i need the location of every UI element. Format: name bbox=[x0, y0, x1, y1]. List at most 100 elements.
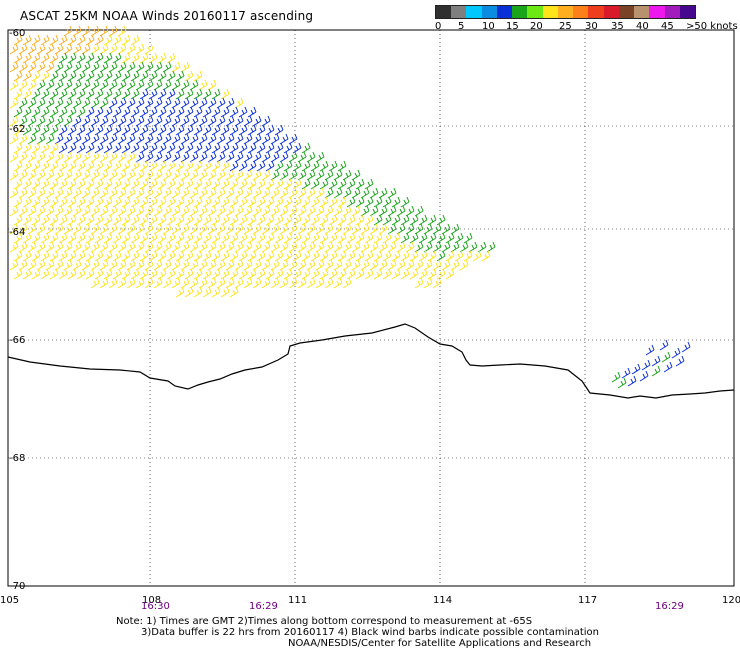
legend-swatch bbox=[588, 6, 604, 18]
wind-barb bbox=[90, 187, 100, 199]
wind-barb bbox=[265, 214, 275, 226]
wind-barb bbox=[108, 223, 118, 235]
map-frame bbox=[7, 29, 735, 587]
wind-barb bbox=[234, 151, 244, 163]
wind-barb bbox=[346, 196, 356, 208]
wind-barb bbox=[117, 79, 127, 91]
wind-barb bbox=[454, 250, 464, 262]
wind-barb bbox=[36, 205, 46, 217]
wind-barb bbox=[180, 205, 190, 217]
wind-barb bbox=[81, 205, 91, 217]
wind-barb bbox=[139, 70, 149, 82]
wind-barb bbox=[238, 124, 248, 136]
wind-barb bbox=[54, 115, 64, 127]
wind-barb bbox=[175, 232, 185, 244]
wind-barb bbox=[193, 250, 203, 262]
wind-barb bbox=[166, 88, 176, 100]
wind-barb bbox=[121, 142, 131, 154]
wind-barb bbox=[432, 223, 442, 235]
wind-barb bbox=[207, 223, 217, 235]
wind-barb bbox=[243, 115, 253, 127]
wind-barb bbox=[292, 232, 302, 244]
wind-barb bbox=[76, 52, 86, 64]
wind-barb bbox=[112, 214, 122, 226]
wind-barb bbox=[216, 205, 226, 217]
wind-barb bbox=[90, 61, 100, 73]
wind-barb bbox=[157, 196, 167, 208]
wind-barb bbox=[99, 79, 109, 91]
wind-barb bbox=[94, 232, 104, 244]
wind-barb bbox=[324, 205, 334, 217]
wind-barb bbox=[162, 97, 172, 109]
wind-barb bbox=[342, 277, 352, 289]
wind-barb bbox=[247, 106, 257, 118]
wind-barb bbox=[202, 178, 212, 190]
wind-barb bbox=[148, 142, 158, 154]
wind-barb bbox=[463, 232, 473, 244]
wind-barb bbox=[108, 133, 118, 145]
wind-barb bbox=[216, 97, 226, 109]
legend-label: 15 bbox=[506, 21, 519, 32]
legend-swatch bbox=[679, 6, 695, 18]
wind-barb bbox=[324, 259, 334, 271]
wind-barb bbox=[297, 277, 307, 289]
wind-barb bbox=[180, 277, 190, 289]
legend-swatch bbox=[527, 6, 543, 18]
wind-barb bbox=[63, 43, 73, 55]
wind-barb bbox=[279, 187, 289, 199]
wind-barb bbox=[432, 277, 442, 289]
wind-barb bbox=[103, 250, 113, 262]
wind-barb bbox=[324, 169, 334, 181]
wind-barb bbox=[301, 268, 311, 280]
wind-barb bbox=[144, 151, 154, 163]
wind-barb bbox=[13, 232, 23, 244]
wind-barb bbox=[355, 268, 365, 280]
wind-barb bbox=[130, 160, 140, 172]
wind-barb bbox=[63, 151, 73, 163]
wind-barb bbox=[76, 124, 86, 136]
wind-barb bbox=[639, 370, 649, 382]
wind-barb bbox=[166, 232, 176, 244]
wind-barb bbox=[58, 196, 68, 208]
wind-barb bbox=[166, 160, 176, 172]
wind-barb bbox=[324, 187, 334, 199]
wind-barb bbox=[211, 178, 221, 190]
wind-barb bbox=[130, 124, 140, 136]
wind-barb bbox=[166, 52, 176, 64]
wind-barb bbox=[180, 259, 190, 271]
wind-barb bbox=[270, 259, 280, 271]
wind-barb bbox=[270, 241, 280, 253]
wind-barb bbox=[36, 223, 46, 235]
wind-barb bbox=[157, 178, 167, 190]
wind-barb bbox=[18, 79, 28, 91]
legend-swatch bbox=[496, 6, 513, 18]
wind-barb bbox=[387, 259, 397, 271]
wind-barb bbox=[27, 43, 37, 55]
wind-barb bbox=[54, 97, 64, 109]
wind-barb bbox=[333, 169, 343, 181]
wind-barb bbox=[76, 142, 86, 154]
wind-barb bbox=[198, 133, 208, 145]
wind-barb bbox=[153, 133, 163, 145]
wind-barb bbox=[126, 169, 136, 181]
legend-swatch bbox=[634, 6, 650, 18]
wind-barb bbox=[175, 250, 185, 262]
wind-barb bbox=[45, 97, 55, 109]
wind-barb bbox=[252, 133, 262, 145]
wind-barb bbox=[310, 178, 320, 190]
wind-barb bbox=[153, 277, 163, 289]
wind-barb bbox=[184, 286, 194, 298]
wind-barb bbox=[310, 232, 320, 244]
wind-barb bbox=[418, 250, 428, 262]
wind-barb bbox=[220, 232, 230, 244]
wind-barb bbox=[306, 259, 316, 271]
wind-barb bbox=[193, 268, 203, 280]
wind-barb bbox=[315, 277, 325, 289]
legend-label: 20 bbox=[530, 21, 543, 32]
wind-barb bbox=[63, 241, 73, 253]
wind-barb bbox=[216, 151, 226, 163]
wind-barb bbox=[99, 133, 109, 145]
wind-barb bbox=[22, 196, 32, 208]
wind-barb bbox=[220, 250, 230, 262]
wind-barb bbox=[153, 241, 163, 253]
